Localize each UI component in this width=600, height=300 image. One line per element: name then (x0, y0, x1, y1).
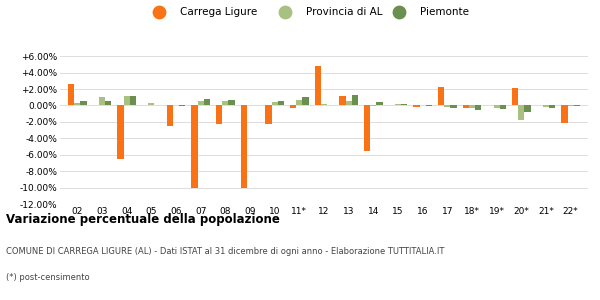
Bar (105, 100, 111, 106)
Bar (74, 103, 80, 106)
Bar (401, 104, 407, 106)
Bar (130, 96, 136, 106)
Bar (494, 106, 500, 108)
Bar (413, 106, 419, 107)
Bar (549, 106, 556, 108)
Bar (469, 106, 475, 108)
Bar (562, 106, 568, 123)
Bar (118, 106, 124, 159)
Bar (444, 106, 451, 107)
Bar (229, 100, 235, 106)
Bar (376, 102, 383, 106)
Bar (352, 95, 358, 106)
Bar (148, 103, 154, 106)
Bar (253, 105, 259, 106)
Bar (327, 105, 333, 106)
Bar (518, 106, 524, 120)
Text: COMUNE DI CARREGA LIGURE (AL) - Dati ISTAT al 31 dicembre di ogni anno - Elabora: COMUNE DI CARREGA LIGURE (AL) - Dati IST… (6, 248, 445, 256)
Bar (321, 104, 327, 106)
Bar (68, 84, 74, 106)
Bar (99, 97, 105, 106)
Bar (524, 106, 530, 112)
Bar (204, 99, 210, 106)
Bar (124, 96, 130, 106)
Bar (191, 106, 197, 188)
Bar (463, 106, 469, 108)
Bar (475, 106, 481, 110)
Text: (*) post-censimento: (*) post-censimento (6, 273, 89, 282)
Bar (302, 97, 308, 106)
Point (280, 10, 290, 14)
Bar (395, 104, 401, 106)
Bar (197, 100, 204, 106)
Text: Piemonte: Piemonte (420, 7, 469, 17)
Text: Carrega Ligure: Carrega Ligure (180, 7, 257, 17)
Bar (500, 106, 506, 109)
Text: Provincia di AL: Provincia di AL (306, 7, 383, 17)
Bar (272, 102, 278, 106)
Bar (80, 101, 86, 106)
Bar (167, 106, 173, 126)
Bar (315, 66, 321, 106)
Bar (451, 106, 457, 108)
Bar (241, 106, 247, 188)
Bar (438, 87, 444, 106)
Bar (296, 100, 302, 106)
Bar (247, 105, 253, 106)
Point (394, 10, 404, 14)
Bar (512, 88, 518, 106)
Bar (173, 105, 179, 106)
Text: Variazione percentuale della popolazione: Variazione percentuale della popolazione (6, 213, 280, 226)
Bar (419, 105, 426, 106)
Bar (346, 100, 352, 106)
Bar (216, 106, 222, 124)
Bar (222, 101, 229, 106)
Bar (364, 106, 370, 151)
Bar (543, 106, 549, 107)
Bar (265, 106, 272, 124)
Bar (290, 106, 296, 108)
Bar (278, 100, 284, 106)
Bar (340, 96, 346, 106)
Point (154, 10, 164, 14)
Bar (154, 105, 161, 106)
